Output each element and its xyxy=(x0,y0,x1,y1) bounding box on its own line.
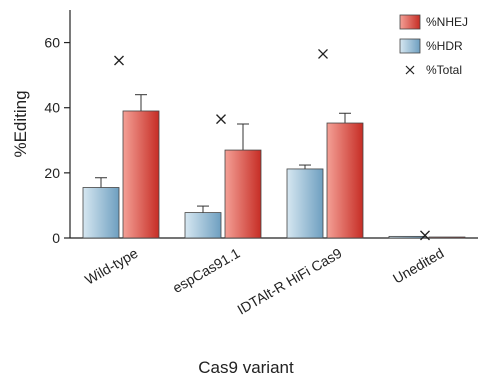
legend-label: %HDR xyxy=(426,39,463,53)
legend-label: %Total xyxy=(426,63,462,77)
bar-nhej xyxy=(326,122,364,239)
total-marker xyxy=(114,55,124,66)
bar-hdr xyxy=(388,235,426,239)
x-category-label: Wild-type xyxy=(82,245,141,288)
bar-nhej xyxy=(224,149,262,239)
bar-nhej xyxy=(122,110,160,239)
total-marker xyxy=(318,49,328,59)
legend: %NHEJ %HDR %Total xyxy=(399,14,468,77)
legend-swatch xyxy=(399,14,421,30)
total-marker xyxy=(420,230,430,241)
x-category-label: espCas91.1 xyxy=(170,245,243,296)
y-axis-label: %Editing xyxy=(11,90,30,157)
legend-label: %NHEJ xyxy=(426,15,468,29)
x-axis-label: Cas9 variant xyxy=(198,358,294,377)
y-tick-label: 0 xyxy=(52,230,60,246)
legend-swatch xyxy=(399,38,421,54)
x-category-label: IDTAlt-R HiFi Cas9 xyxy=(234,245,344,318)
bar-hdr xyxy=(286,168,324,239)
bar-hdr xyxy=(184,212,222,239)
bar-nhej xyxy=(428,236,466,239)
y-tick-label: 20 xyxy=(44,165,60,181)
x-category-label: Unedited xyxy=(390,245,447,287)
y-tick-label: 60 xyxy=(44,35,60,51)
legend-marker xyxy=(405,65,415,75)
bar-hdr xyxy=(82,187,120,239)
y-tick-label: 40 xyxy=(44,100,60,116)
total-marker xyxy=(216,114,226,125)
